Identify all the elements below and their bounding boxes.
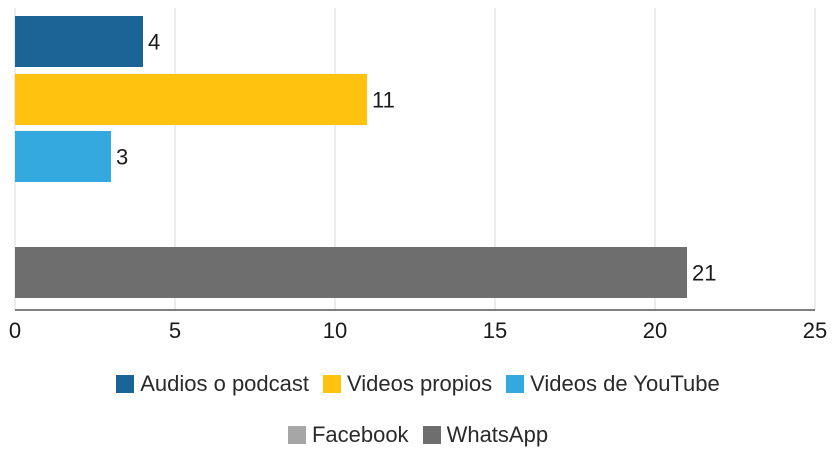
x-tick-label: 10 — [323, 318, 347, 343]
data-label: 21 — [692, 261, 716, 286]
data-label: 3 — [116, 145, 128, 170]
x-tick-label: 25 — [803, 318, 827, 343]
legend-label: Videos propios — [347, 371, 493, 396]
bar-whatsapp — [15, 247, 687, 298]
legend-swatch — [323, 375, 341, 393]
legend-item: Audios o podcast — [116, 371, 309, 397]
legend-item: Videos propios — [323, 371, 492, 397]
x-tick-label: 20 — [643, 318, 667, 343]
legend-swatch — [422, 426, 441, 444]
bar-videos-propios — [15, 74, 367, 125]
legend-swatch — [506, 375, 525, 393]
data-labels: 4 11 3 21 — [116, 30, 716, 286]
bar-chart: 0 5 10 15 20 25 4 11 3 21 — [9, 8, 827, 343]
legend-row-2: Facebook WhatsApp — [0, 422, 836, 448]
legend-label: Facebook — [311, 422, 409, 447]
legend-row-1: Audios o podcast Videos propios Videos de … — [0, 371, 836, 397]
legend-swatch — [116, 375, 135, 393]
legend-item: Facebook — [287, 422, 409, 448]
legend-label: WhatsApp — [446, 422, 549, 447]
legend-item: Videos de YouTube — [506, 371, 720, 397]
x-tick-label: 0 — [9, 318, 21, 343]
x-axis-ticks: 0 5 10 15 20 25 — [9, 318, 827, 343]
legend-label: Videos de YouTube — [530, 371, 720, 396]
bars — [15, 16, 687, 298]
bar-videos-de-youtube — [15, 131, 111, 182]
x-tick-label: 5 — [169, 318, 181, 343]
legend-label: Audios o podcast — [140, 371, 309, 396]
data-label: 4 — [148, 30, 160, 55]
bar-audios-o-podcast — [15, 16, 143, 67]
legend-swatch — [287, 426, 306, 444]
x-tick-label: 15 — [483, 318, 507, 343]
legend-item: WhatsApp — [422, 422, 549, 448]
data-label: 11 — [372, 88, 395, 113]
